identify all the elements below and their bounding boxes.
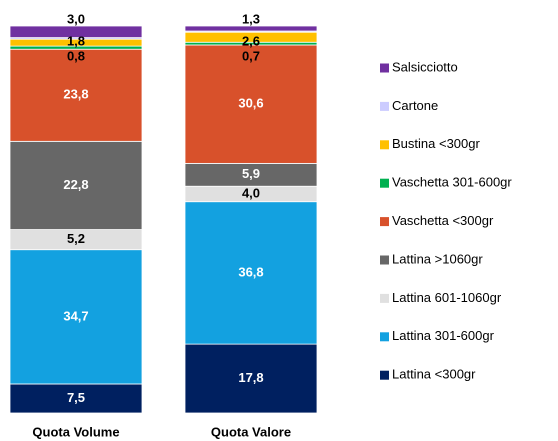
- bar-segment: [184, 343, 318, 414]
- value-label: 17,8: [238, 370, 263, 385]
- legend-swatch: [380, 370, 389, 380]
- legend-swatch: [380, 140, 389, 150]
- legend-label: Vaschetta 301-600gr: [392, 175, 512, 190]
- bar-segment: [184, 44, 318, 164]
- value-label: 2,6: [242, 33, 260, 48]
- value-label: 0,7: [242, 48, 260, 63]
- legend-swatch: [380, 178, 389, 188]
- value-label: 5,2: [67, 231, 85, 246]
- value-label: 34,7: [63, 308, 88, 323]
- bar-segment: [184, 201, 318, 345]
- value-label: 36,8: [238, 264, 263, 279]
- legend-label: Cartone: [392, 98, 438, 113]
- legend-label: Lattina <300gr: [392, 367, 476, 382]
- x-tick-label: Quota Valore: [211, 424, 291, 439]
- bar-segment: [9, 383, 143, 414]
- bar-segment: [184, 25, 318, 32]
- value-label: 5,9: [242, 166, 260, 181]
- legend-label: Lattina 301-600gr: [392, 328, 495, 343]
- value-label: 3,0: [67, 11, 85, 26]
- legend-swatch: [380, 217, 389, 227]
- legend-label: Bustina <300gr: [392, 136, 480, 151]
- value-label: 1,3: [242, 11, 260, 26]
- legend-swatch: [380, 293, 389, 303]
- x-tick-label: Quota Volume: [32, 424, 119, 439]
- legend-label: Lattina 601-1060gr: [392, 290, 502, 305]
- bar-segment: [9, 140, 143, 230]
- legend-swatch: [380, 332, 389, 342]
- value-label: 1,8: [67, 33, 85, 48]
- legend-swatch: [380, 255, 389, 265]
- legend-label: Lattina >1060gr: [392, 251, 483, 266]
- value-label: 23,8: [63, 87, 88, 102]
- bar-segment: [9, 25, 143, 39]
- value-label: 4,0: [242, 185, 260, 200]
- value-label: 22,8: [63, 177, 88, 192]
- value-label: 7,5: [67, 390, 85, 405]
- legend-swatch: [380, 63, 389, 73]
- value-label: 0,8: [67, 48, 85, 63]
- value-label: 30,6: [238, 96, 263, 111]
- legend-label: Vaschetta <300gr: [392, 213, 494, 228]
- bar-segment: [9, 249, 143, 385]
- legend-swatch: [380, 101, 389, 111]
- bar-segment: [9, 48, 143, 142]
- legend-label: Salsicciotto: [392, 59, 458, 74]
